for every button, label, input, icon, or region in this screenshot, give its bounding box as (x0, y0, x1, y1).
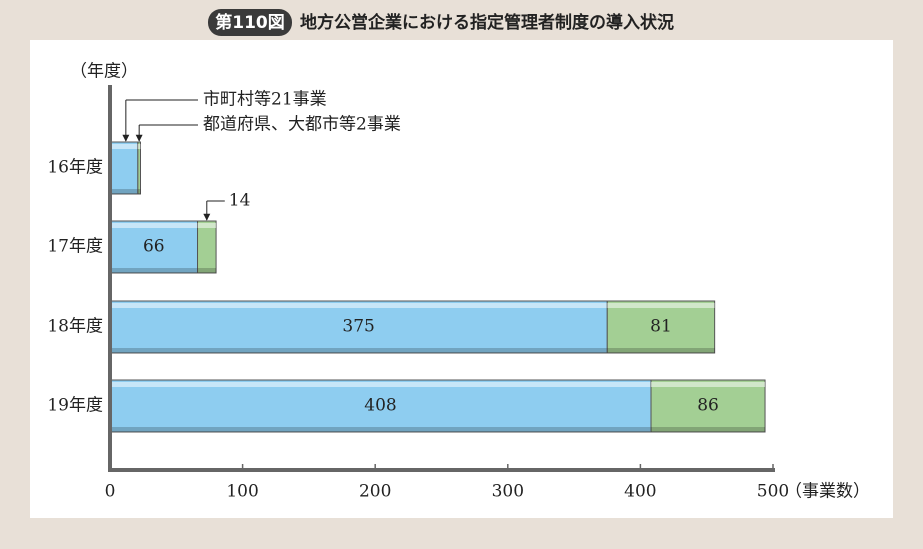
bar-highlight (110, 144, 138, 149)
badge: 第110図 (215, 12, 285, 33)
bar-segment (606, 300, 716, 354)
bar-shadow (110, 268, 198, 273)
chart-title: 地方公営企業における指定管理者制度の導入状況 (300, 12, 674, 33)
badge-bg (208, 9, 292, 36)
bar-highlight (197, 223, 217, 228)
bar-highlight (110, 382, 652, 387)
y-tick-label: 18年度 (47, 317, 103, 337)
value-label: 81 (650, 317, 672, 337)
bar-shadow (607, 348, 715, 353)
y-axis-label: （年度） (70, 62, 138, 82)
value-label: 66 (143, 237, 165, 257)
bar-segment (109, 141, 139, 195)
bar-segment (197, 220, 217, 274)
x-tick-label: 200 (359, 482, 391, 502)
panel (30, 40, 893, 518)
value-label: 375 (342, 317, 374, 337)
bar-segment (109, 300, 608, 354)
annotation: 都道府県、大都市等2事業 (203, 115, 401, 135)
value-label: 408 (364, 396, 396, 416)
bar-highlight (110, 223, 198, 228)
x-tick-label: 500 (757, 482, 789, 502)
value-label: 14 (229, 191, 251, 211)
bar-highlight (651, 382, 766, 387)
bar-shadow (137, 189, 141, 194)
bar-segment (137, 141, 141, 195)
y-tick-label: 16年度 (47, 158, 103, 178)
bar-segment (109, 220, 199, 274)
bar-highlight (607, 303, 715, 308)
x-tick-label: 100 (226, 482, 258, 502)
bar-segment (650, 379, 766, 433)
bar-shadow (110, 189, 138, 194)
bar-shadow (110, 348, 608, 353)
value-label: 86 (697, 396, 719, 416)
y-tick-label: 19年度 (47, 396, 103, 416)
bar-highlight (110, 303, 608, 308)
x-tick-label: 0 (105, 482, 116, 502)
y-tick-label: 17年度 (47, 237, 103, 257)
bar-shadow (110, 427, 652, 432)
annotation: 市町村等21事業 (203, 90, 327, 110)
x-axis-label: （事業数） (785, 482, 870, 502)
x-tick-label: 400 (624, 482, 656, 502)
x-tick-label: 300 (492, 482, 524, 502)
bar-shadow (197, 268, 217, 273)
bar-shadow (651, 427, 766, 432)
bar-highlight (137, 144, 141, 149)
